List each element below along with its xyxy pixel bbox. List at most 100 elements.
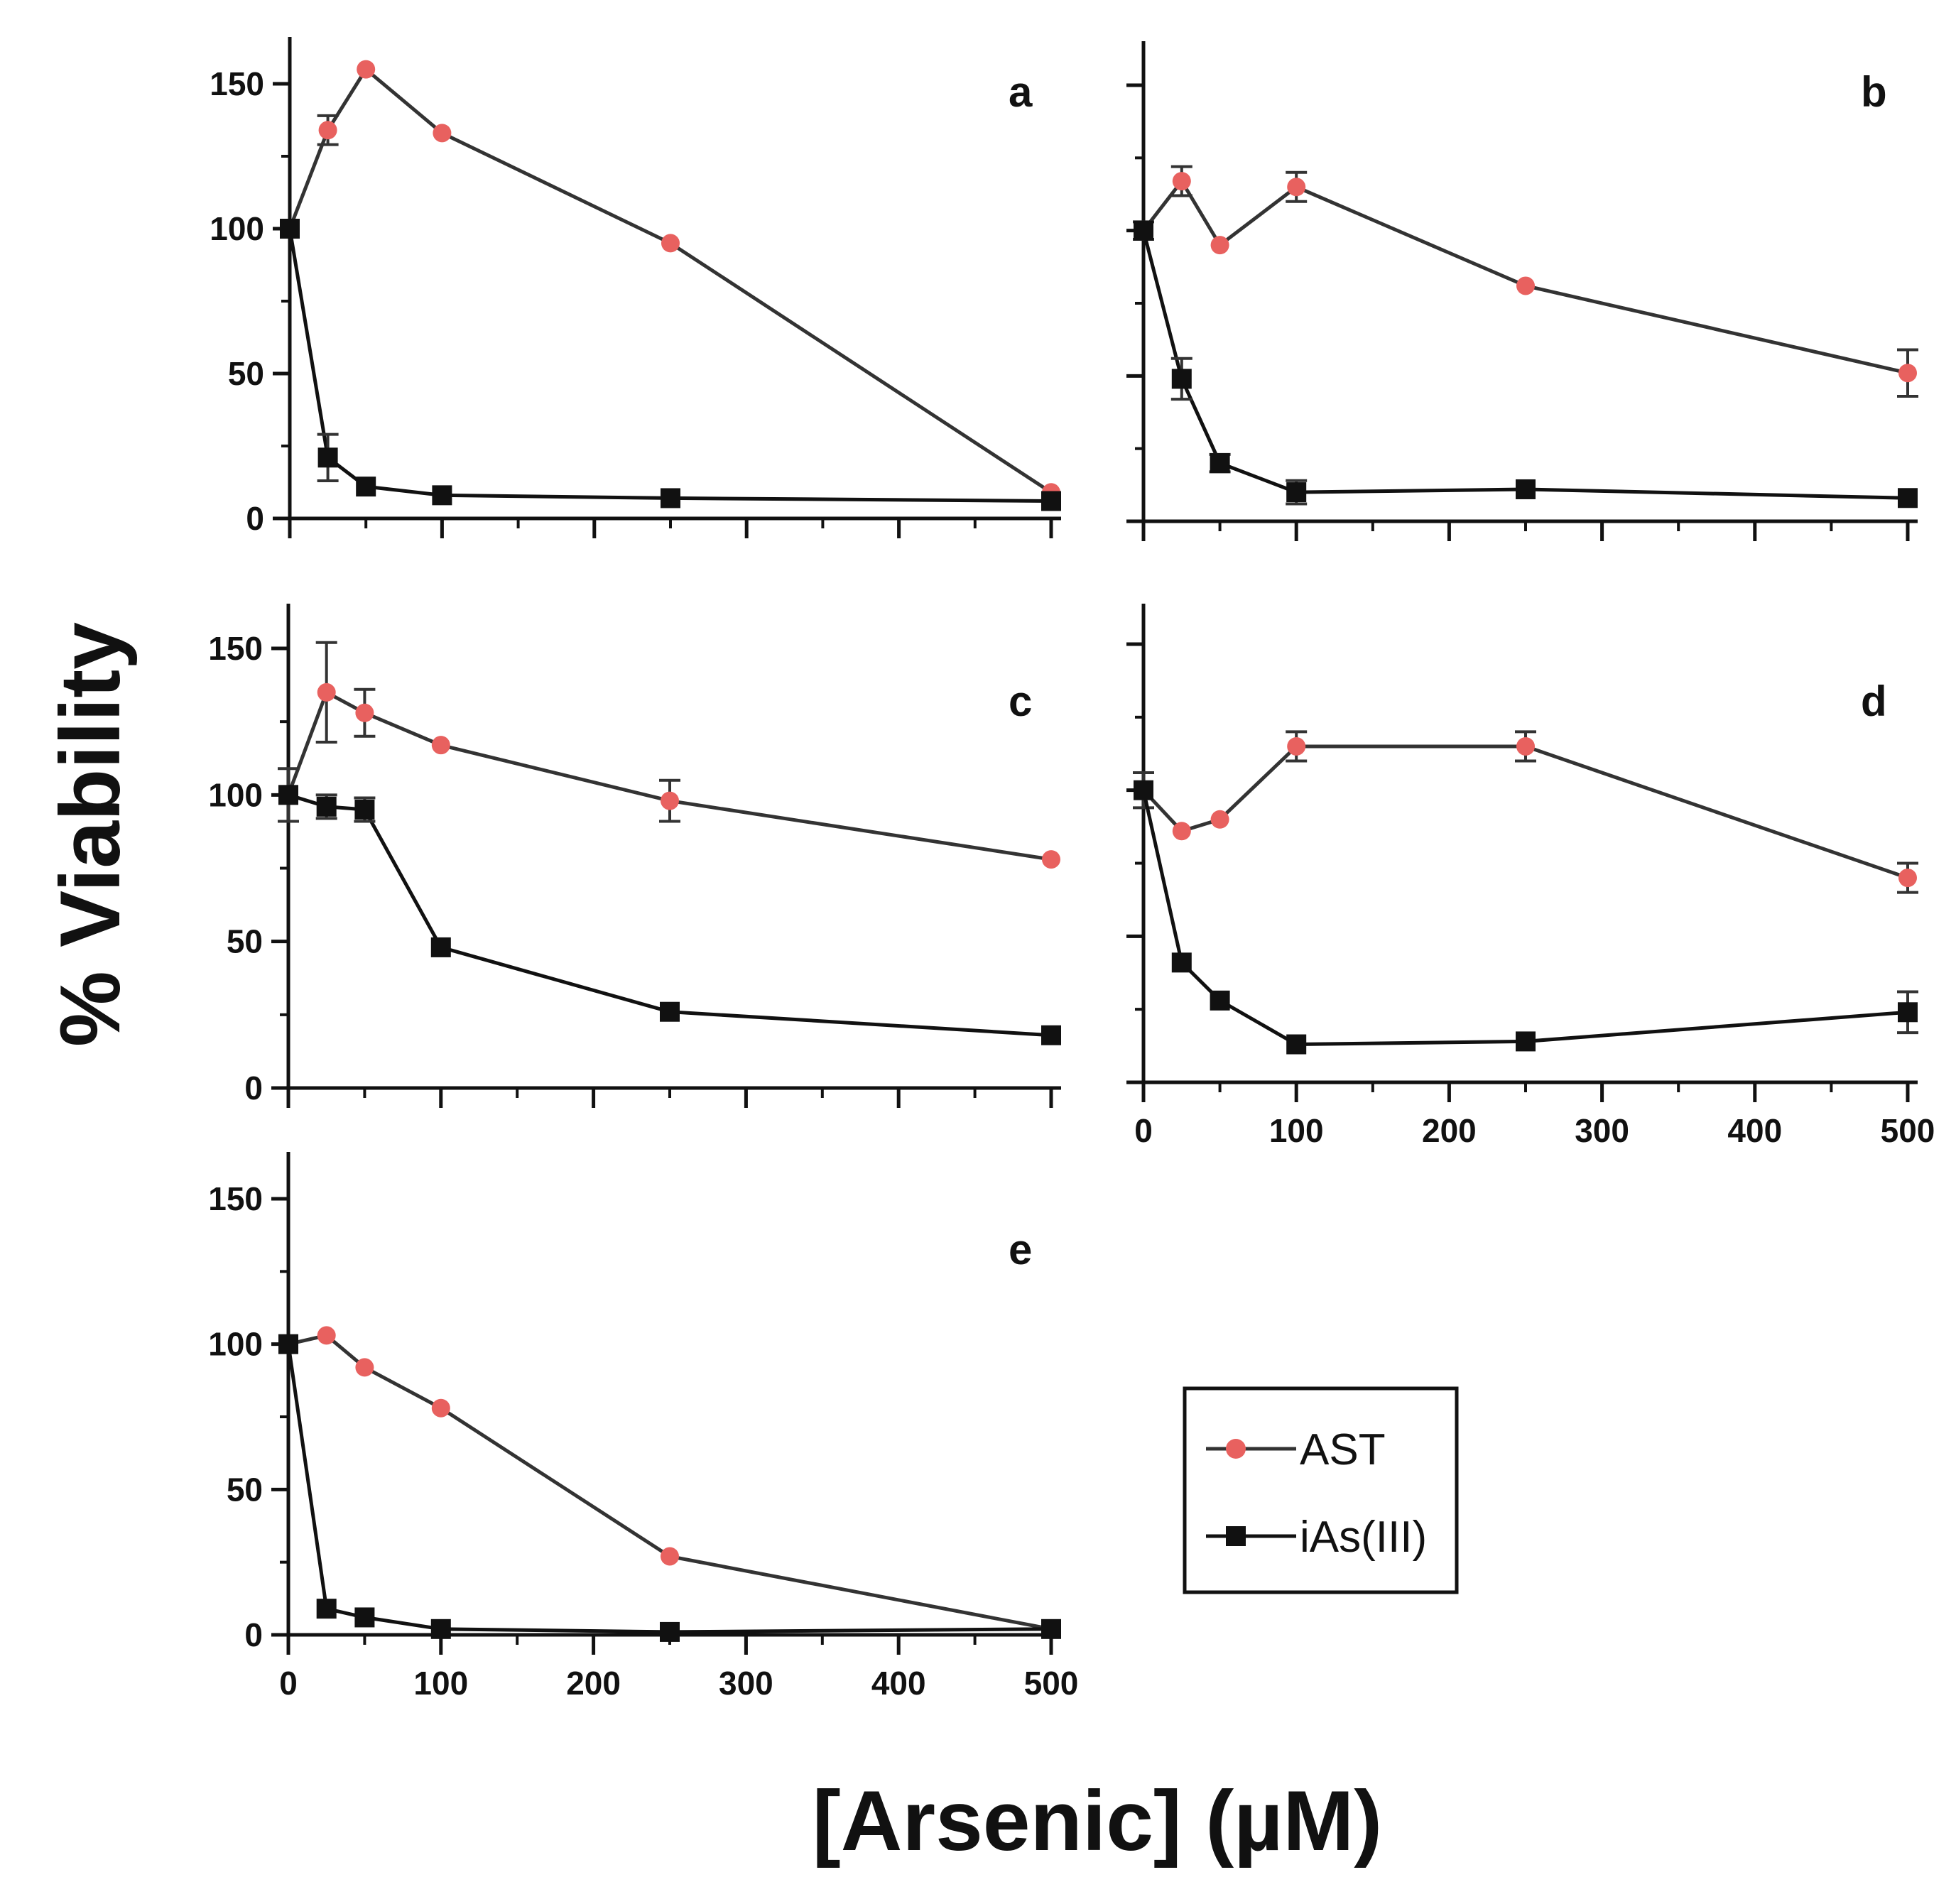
data-point-ias (1898, 488, 1918, 508)
panel-b: b (1126, 41, 1918, 541)
x-tick-label: 0 (279, 1665, 298, 1702)
data-point-ast (317, 682, 336, 702)
data-point-ast (661, 234, 680, 253)
data-point-ias (316, 1599, 337, 1619)
panel-letter-b: b (1861, 68, 1887, 116)
data-point-ast (1287, 178, 1306, 197)
panel-letter-d: d (1861, 678, 1887, 725)
x-tick-label: 0 (1134, 1112, 1153, 1149)
data-point-ias (661, 488, 680, 508)
panel-d: 0 100 200 300 400 500 d (1126, 604, 1935, 1149)
x-tick-label: 100 (1269, 1112, 1324, 1149)
y-tick-label: 150 (208, 630, 263, 667)
x-tick-label: 300 (1575, 1112, 1629, 1149)
legend-ast-label: AST (1300, 1425, 1386, 1474)
data-point-ias (1041, 491, 1061, 511)
data-point-ast (1898, 364, 1917, 383)
data-point-ast (1287, 736, 1306, 756)
y-axis-title: % Viability (43, 622, 138, 1047)
data-point-ast (355, 1358, 374, 1377)
panel-e: 0 50 100 150 0 100 200 300 400 500 e (208, 1152, 1078, 1702)
data-point-ias (280, 219, 300, 239)
data-point-ias (430, 937, 451, 957)
series-line-ast (286, 690, 1052, 861)
x-tick-label: 100 (413, 1665, 468, 1702)
data-point-ias (660, 1001, 680, 1022)
x-tick-label: 200 (1422, 1112, 1477, 1149)
data-point-ast (433, 124, 452, 143)
data-point-ias (354, 799, 375, 820)
series-line-ias (1141, 790, 1908, 1047)
series-line-ias (1141, 230, 1908, 500)
data-point-ias (316, 796, 337, 817)
data-point-ast (1210, 236, 1229, 255)
data-point-ias (1134, 780, 1153, 800)
series-line-ast (1142, 178, 1908, 375)
series-line-ast (1142, 744, 1908, 880)
data-point-ast (661, 791, 679, 810)
y-tick-label: 100 (208, 1326, 263, 1363)
data-point-ias (1516, 479, 1536, 499)
data-point-ias (430, 1619, 451, 1639)
data-point-ias (660, 1621, 680, 1642)
data-point-ias (1171, 952, 1192, 973)
data-point-ias (432, 485, 452, 506)
legend-ast-marker (1226, 1439, 1246, 1459)
data-point-ias (1171, 369, 1192, 389)
data-point-ias (1898, 1002, 1918, 1023)
legend-ias-label: iAs(III) (1300, 1513, 1427, 1562)
data-point-ast (357, 60, 376, 79)
y-tick-label: 150 (208, 1180, 263, 1217)
x-tick-label: 400 (1727, 1112, 1782, 1149)
data-point-ias (1286, 482, 1307, 503)
data-point-ast (355, 703, 374, 722)
x-axis-title: [Arsenic] (µM) (813, 1773, 1383, 1868)
y-tick-label: 0 (244, 1070, 263, 1106)
data-point-ast (1516, 736, 1535, 756)
y-tick-label: 100 (208, 776, 263, 813)
legend-box (1183, 1386, 1459, 1594)
data-point-ast (661, 1547, 679, 1566)
data-point-ias (1516, 1031, 1536, 1052)
y-tick-label: 0 (244, 1616, 263, 1653)
y-tick-label: 150 (210, 65, 264, 102)
x-tick-label: 300 (719, 1665, 773, 1702)
data-point-ias (356, 477, 376, 497)
data-point-ias (1041, 1619, 1061, 1639)
data-point-ias (354, 1607, 375, 1628)
data-point-ias (1134, 220, 1153, 241)
x-tick-label: 400 (871, 1665, 926, 1702)
data-point-ast (431, 736, 450, 755)
data-point-ast (317, 1326, 336, 1345)
panel-letter-c: c (1009, 678, 1032, 725)
data-point-ias (1210, 453, 1230, 474)
y-tick-label: 0 (246, 500, 264, 537)
x-tick-label: 200 (566, 1665, 621, 1702)
data-point-ias (1041, 1025, 1061, 1045)
data-point-ias (1210, 990, 1230, 1011)
y-tick-label: 50 (227, 923, 263, 960)
panel-letter-e: e (1009, 1226, 1032, 1273)
legend: AST iAs(III) (1183, 1386, 1459, 1594)
y-tick-label: 100 (210, 210, 264, 247)
panel-letter-a: a (1009, 68, 1033, 116)
y-tick-label: 50 (228, 355, 264, 392)
panel-c: 0 50 100 150 c (208, 604, 1061, 1108)
series-line-ast (288, 66, 1053, 494)
data-point-ast (318, 121, 337, 140)
data-point-ast (1898, 869, 1917, 888)
x-tick-label: 500 (1881, 1112, 1935, 1149)
legend-ias-marker (1226, 1526, 1246, 1546)
x-tick-label: 500 (1024, 1665, 1079, 1702)
data-point-ast (1172, 822, 1191, 841)
panel-a: 0 50 100 150 a (210, 37, 1061, 538)
data-point-ast (1172, 172, 1191, 191)
y-tick-label: 50 (227, 1471, 263, 1508)
series-line-ias (286, 1344, 1052, 1634)
series-line-ias (288, 228, 1052, 503)
data-point-ast (1210, 810, 1229, 829)
data-point-ias (278, 785, 298, 805)
